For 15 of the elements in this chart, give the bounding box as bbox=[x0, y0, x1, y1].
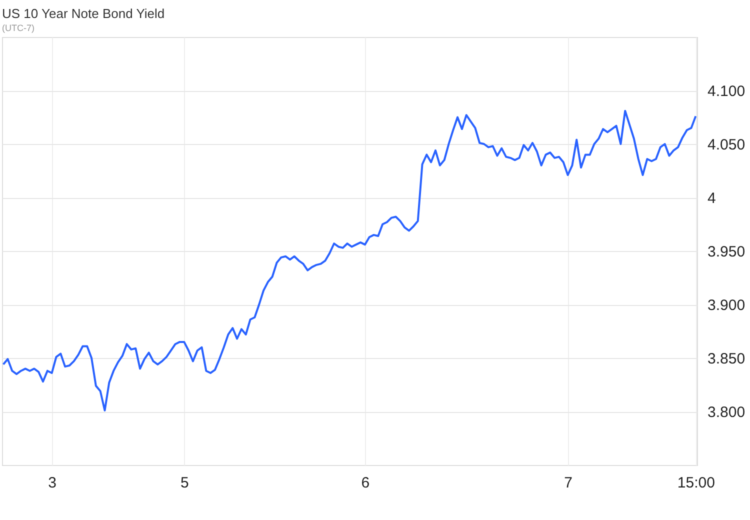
y-tick-label: 3.800 bbox=[708, 404, 746, 421]
y-tick-label: 3.850 bbox=[708, 350, 746, 368]
x-tick-label: 5 bbox=[180, 474, 189, 492]
x-tick-label: 6 bbox=[361, 474, 370, 492]
x-tick-label: 7 bbox=[564, 474, 572, 492]
x-tick-label: 15:00 bbox=[677, 474, 715, 492]
y-tick-label: 3.900 bbox=[708, 297, 746, 314]
chart-subtitle: (UTC-7) bbox=[2, 23, 34, 33]
y-tick-label: 3.950 bbox=[708, 244, 746, 260]
y-tick-label: 4.100 bbox=[708, 83, 746, 100]
y-tick-label: 4.050 bbox=[708, 136, 746, 154]
chart-title: US 10 Year Note Bond Yield bbox=[2, 6, 165, 21]
y-tick-label: 4 bbox=[708, 190, 716, 207]
x-tick-label: 3 bbox=[48, 474, 57, 492]
line-series bbox=[2, 110, 697, 412]
